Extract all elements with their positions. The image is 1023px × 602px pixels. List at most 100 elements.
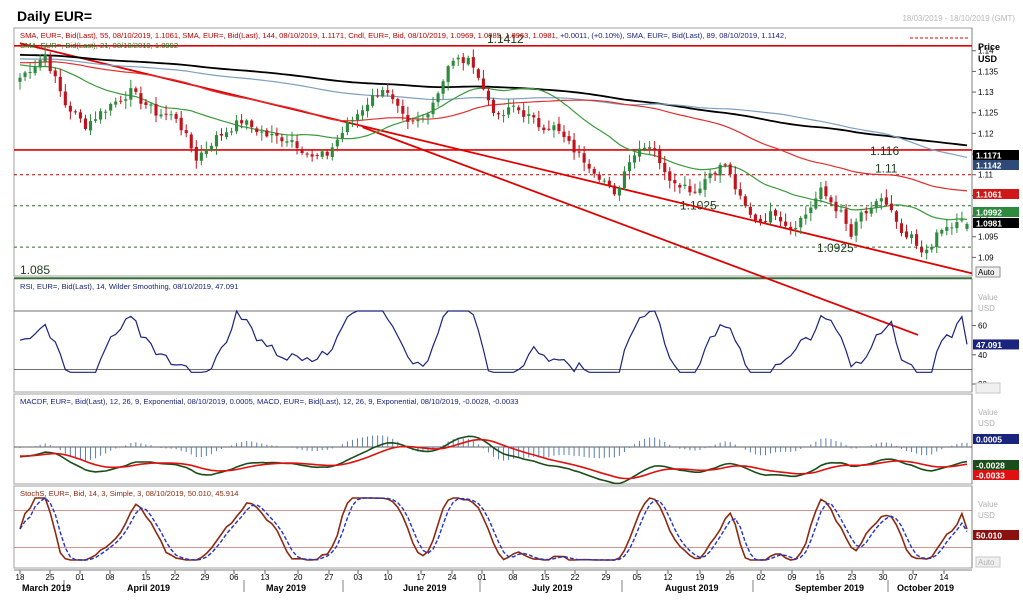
stoch-auto-button — [975, 556, 1001, 568]
trend-channel-lower — [362, 126, 919, 336]
candle-body — [577, 151, 581, 153]
candle-body — [144, 102, 148, 105]
candle-body — [668, 171, 672, 181]
candle-body — [753, 214, 757, 221]
candle-body — [758, 218, 763, 222]
candle-body — [154, 104, 158, 116]
candle-body — [869, 207, 873, 214]
candle-body — [572, 139, 576, 153]
candle-body — [270, 133, 274, 136]
candle-body — [451, 60, 455, 66]
candle-body — [743, 196, 747, 206]
day-tick-label: 25 — [46, 573, 55, 582]
candle-body — [381, 90, 385, 97]
day-tick-label: 09 — [788, 573, 797, 582]
candle-body — [834, 201, 838, 212]
candle-body — [471, 57, 475, 68]
candle-body — [607, 180, 611, 187]
candle-body — [446, 66, 450, 83]
day-tick-label: 15 — [541, 573, 550, 582]
candle-body — [920, 247, 924, 253]
stoch-value-tag-text: 50.010 — [976, 531, 1002, 541]
price-value-tag-text: 1.1142 — [976, 161, 1002, 171]
candle-body — [194, 146, 198, 161]
candle-body — [874, 201, 878, 208]
rsi-value-tag — [973, 339, 1019, 350]
candle-body — [909, 234, 914, 238]
macd-value-tag-text: -0.0028 — [976, 461, 1005, 471]
candle-body — [587, 163, 591, 169]
price-auto-button[interactable] — [975, 266, 1001, 278]
candle-body — [859, 212, 863, 222]
stoch-legend: StochS, EUR=, Bid, 14, 3, Simple, 3, 08/… — [20, 489, 238, 498]
candle-body — [592, 169, 596, 174]
price-tick-label: 1.095 — [978, 233, 999, 242]
price-axis-unit: USD — [978, 54, 998, 64]
candle-body — [708, 173, 712, 179]
candle-body — [330, 147, 334, 157]
month-label: June 2019 — [403, 583, 447, 593]
candle-body — [441, 81, 445, 94]
candle-body — [698, 188, 702, 194]
candle-body — [643, 147, 647, 150]
panel-stoch — [13, 485, 973, 569]
day-tick-label: 01 — [478, 573, 487, 582]
candle-body — [219, 134, 224, 136]
day-tick-label: 24 — [448, 573, 457, 582]
level-label: 1.0925 — [817, 241, 854, 255]
stoch-axis-unit: USD — [978, 511, 995, 520]
candle-body — [894, 211, 899, 222]
day-tick-label: 27 — [325, 573, 334, 582]
price-tick-label: 1.135 — [978, 67, 999, 76]
day-tick-label: 22 — [171, 573, 180, 582]
candle-body — [602, 180, 606, 182]
candle-body — [416, 119, 420, 122]
candle-body — [809, 207, 813, 214]
candle-body — [637, 148, 642, 157]
candle-body — [824, 186, 828, 197]
month-label: April 2019 — [127, 583, 170, 593]
candle-body — [179, 117, 183, 131]
candle-body — [164, 113, 168, 115]
level-label: 1.116 — [870, 144, 899, 158]
rsi-tick-label: 40 — [978, 351, 987, 360]
candle-body — [789, 226, 793, 231]
price-tick-label: 1.09 — [978, 253, 994, 262]
price-value-tag — [973, 218, 1019, 228]
candle-body — [496, 113, 501, 115]
candle-body — [18, 77, 22, 82]
candle-body — [159, 114, 163, 117]
price-axis-title: Price — [978, 42, 1000, 52]
candle-body — [73, 111, 77, 113]
candle-body — [114, 101, 118, 105]
macd-signal-line — [19, 438, 968, 480]
candle-body — [612, 185, 616, 195]
candle-body — [814, 198, 818, 209]
month-label: July 2019 — [532, 583, 573, 593]
candle-body — [149, 104, 153, 106]
month-label: March 2019 — [22, 583, 71, 593]
candle-body — [280, 137, 284, 142]
stoch-auto-label: Auto — [978, 558, 995, 567]
candle-body — [773, 210, 778, 216]
day-tick-label: 16 — [816, 573, 825, 582]
candle-body — [134, 88, 138, 92]
candle-body — [265, 130, 269, 137]
candle-body — [275, 133, 279, 136]
candle-body — [567, 136, 571, 141]
candle-body — [879, 198, 883, 202]
candle-body — [693, 191, 697, 193]
candle-body — [940, 230, 944, 234]
day-tick-label: 29 — [201, 573, 210, 582]
candle-body — [839, 210, 843, 212]
candle-body — [224, 132, 229, 138]
candle-body — [728, 164, 732, 174]
candle-body — [582, 153, 586, 163]
candle-body — [466, 57, 470, 65]
candle-body — [799, 217, 803, 228]
candle-body — [315, 155, 319, 157]
macd-value-tag-text: 0.0005 — [976, 435, 1002, 445]
day-tick-label: 06 — [230, 573, 239, 582]
candle-body — [784, 221, 788, 226]
